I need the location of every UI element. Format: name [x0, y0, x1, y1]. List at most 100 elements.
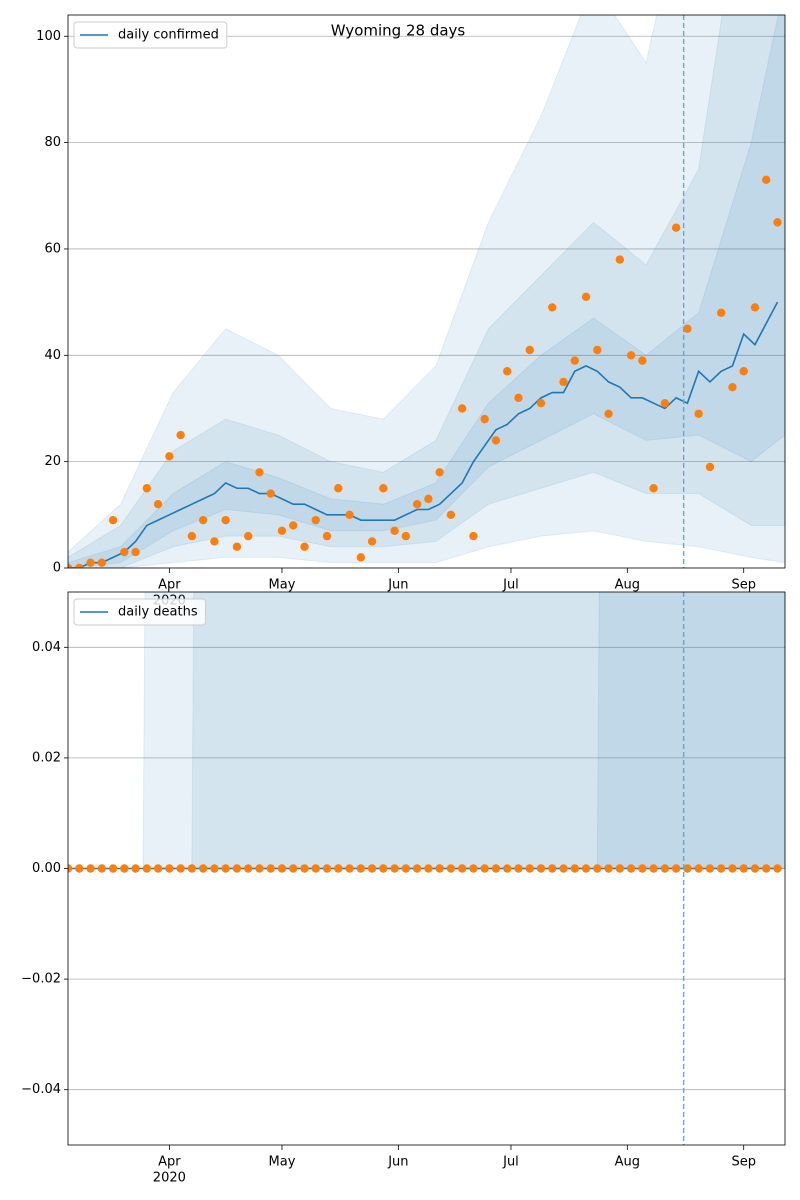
point [243, 531, 253, 541]
point [86, 558, 95, 567]
point [367, 864, 377, 873]
point [649, 484, 658, 493]
point [683, 324, 692, 333]
point [694, 409, 703, 418]
x-tick-label: Jul [502, 578, 519, 593]
point [705, 462, 715, 472]
y-tick-label: 20 [44, 454, 61, 469]
band [68, 15, 785, 568]
point [548, 864, 557, 873]
x-tick-label: Apr [158, 1155, 181, 1170]
point [739, 367, 748, 376]
y-tick-label: 100 [36, 29, 61, 44]
point [626, 864, 636, 873]
point [773, 218, 782, 227]
point [311, 864, 320, 873]
point [626, 351, 636, 360]
axes-frame [67, 14, 786, 569]
point [266, 489, 275, 498]
legend: daily confirmed [73, 21, 228, 49]
point [187, 531, 197, 541]
legend-label: daily confirmed [118, 28, 219, 43]
point [424, 494, 433, 504]
point [255, 468, 264, 477]
point [221, 864, 230, 873]
x-tick-label: Sep [731, 1155, 756, 1170]
point [345, 510, 354, 520]
point [570, 864, 579, 873]
y-tick-label: 80 [44, 135, 61, 150]
point [604, 864, 613, 873]
point [469, 531, 478, 541]
point [604, 409, 613, 418]
point [108, 515, 118, 525]
point [424, 864, 433, 873]
band [68, 15, 785, 568]
point [503, 864, 512, 873]
point [581, 864, 591, 873]
point [210, 537, 219, 546]
point [232, 542, 242, 551]
legend: daily deaths [73, 598, 207, 626]
point [593, 345, 602, 355]
y-tick-label: 0.00 [32, 861, 61, 876]
y-tick-label: 60 [44, 241, 61, 256]
point [86, 864, 95, 873]
point [165, 864, 174, 873]
point [289, 864, 298, 873]
y-tick-label: −0.02 [21, 972, 61, 987]
point [773, 864, 782, 873]
point [142, 864, 152, 873]
point [683, 864, 692, 873]
y-tick-label: 0 [53, 561, 61, 576]
point [277, 864, 287, 873]
point [120, 547, 129, 557]
point [716, 308, 726, 317]
point [581, 292, 591, 302]
point [187, 864, 197, 873]
point [232, 864, 242, 873]
point [379, 484, 388, 493]
point [435, 468, 444, 477]
point [728, 383, 737, 392]
point [660, 864, 670, 873]
band [68, 15, 785, 568]
point [762, 864, 771, 873]
point [322, 531, 332, 541]
point [694, 864, 703, 873]
point [536, 864, 546, 873]
point [480, 864, 489, 873]
point [457, 404, 467, 413]
point [356, 864, 366, 873]
point [728, 864, 737, 873]
point [322, 864, 332, 873]
point [198, 864, 208, 873]
point [412, 864, 422, 873]
point [97, 864, 106, 873]
x-tick-label: Sep [731, 578, 756, 593]
point [311, 515, 320, 525]
point [300, 864, 309, 873]
legend-box [73, 598, 207, 626]
point [198, 515, 208, 525]
point [638, 864, 647, 873]
point [277, 526, 287, 535]
point [615, 864, 625, 873]
y-tick-label: −0.04 [21, 1082, 61, 1097]
point [289, 521, 298, 530]
point [412, 499, 422, 509]
point [491, 864, 501, 873]
point [559, 377, 568, 387]
legend-label: daily deaths [118, 605, 198, 620]
point [615, 255, 625, 264]
point [379, 864, 388, 873]
point [536, 398, 546, 408]
point [255, 864, 264, 873]
point [671, 223, 681, 232]
point [525, 864, 534, 873]
point [165, 452, 174, 461]
point [142, 484, 152, 493]
point [514, 393, 523, 403]
point [446, 864, 456, 873]
point [131, 547, 140, 557]
